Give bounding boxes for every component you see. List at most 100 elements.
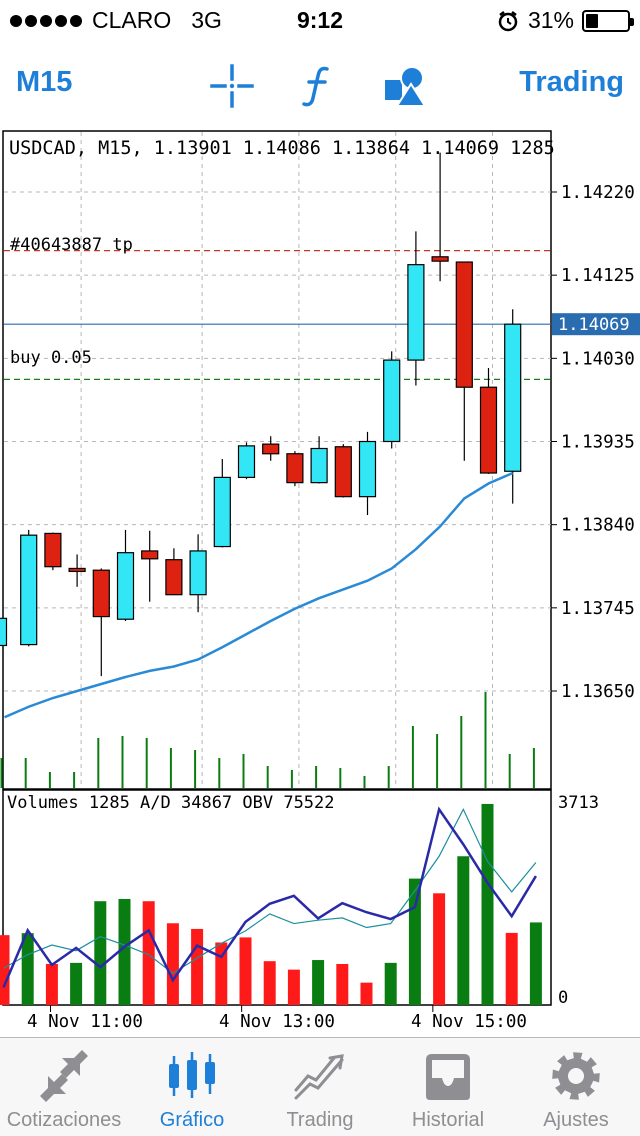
volume-bar [215, 942, 228, 1005]
trading-button[interactable]: Trading [519, 66, 624, 98]
volume-bar [287, 969, 300, 1005]
current-price-badge [552, 313, 640, 336]
tab-trading[interactable]: Trading [256, 1038, 384, 1136]
price-axis: 1.14220 1.14125 1.14030 1.13935 1.13840 1.137… [551, 183, 635, 702]
tab-label-grafico: Gráfico [159, 1109, 225, 1131]
status-bar: CLARO 3G 9:12 31% [0, 0, 640, 40]
objects-icon[interactable] [382, 62, 430, 110]
chart-area[interactable]: 1.14220 1.14125 1.14030 1.13935 1.13840 1.137… [0, 128, 640, 1034]
volume-max-label: 3713 [558, 793, 599, 813]
moving-average-line [4, 471, 514, 719]
status-left: CLARO 3G [10, 7, 222, 34]
price-tick-label: 1.14220 [561, 183, 635, 203]
price-chart[interactable]: 1.14220 1.14125 1.14030 1.13935 1.13840 1.137… [0, 128, 640, 1034]
tab-label-trading: Trading [286, 1109, 354, 1131]
main-chart-frame [2, 130, 552, 790]
candle-bull [504, 323, 522, 472]
tab-historial[interactable]: Historial [384, 1038, 512, 1136]
volume-bar [408, 878, 421, 1005]
candle-bull [0, 617, 8, 647]
volume-min-label: 0 [558, 988, 568, 1008]
battery-icon [582, 9, 634, 32]
price-tick-label: 1.13650 [561, 682, 635, 702]
buy-order-label: buy 0.05 [10, 348, 92, 368]
volume-bar [384, 962, 397, 1005]
price-tick-label: 1.14030 [561, 349, 635, 369]
candle-bull [358, 440, 377, 498]
volume-bars-group [0, 803, 542, 1005]
candle-bear [141, 550, 159, 560]
candle-bull [116, 552, 135, 620]
function-icon[interactable] [294, 62, 342, 110]
volume-bar [505, 932, 518, 1005]
candle-bull [383, 359, 401, 443]
candle-bear [455, 261, 473, 388]
candle-bear [334, 446, 352, 498]
volume-chart-frame [2, 789, 552, 1006]
indicator-lines [4, 471, 514, 719]
signal-strength-icon [10, 14, 82, 27]
inbox-tray-icon [426, 1054, 470, 1100]
volume-bar [70, 962, 83, 1005]
timeframe-button[interactable]: M15 [16, 66, 73, 98]
carrier-name: CLARO [92, 7, 172, 33]
volume-bar [45, 963, 58, 1005]
candle-bull [310, 447, 328, 484]
candle-bull [189, 550, 207, 596]
candle-bear [431, 256, 449, 262]
chart-toolbar: M15 Trading [0, 44, 640, 128]
chart-header: USDCAD, M15, 1.13901 1.14086 1.13864 1.1… [9, 138, 555, 159]
volume-bar [529, 922, 542, 1005]
volume-bar [433, 893, 446, 1005]
volume-bar [336, 963, 349, 1005]
gear-icon [552, 1052, 600, 1100]
crosshair-icon[interactable] [208, 62, 256, 110]
volume-bar [142, 901, 155, 1005]
candle-bear [165, 559, 183, 596]
current-price-label: 1.14069 [558, 315, 630, 335]
candle-bull [213, 476, 231, 548]
time-label-2: 4 Nov 13:00 [219, 1012, 335, 1032]
candles-icon [169, 1052, 215, 1098]
tab-label-cotizaciones: Cotizaciones [6, 1109, 122, 1131]
obv-line [3, 807, 537, 975]
tp-order-label: #40643887 tp [10, 235, 133, 255]
candles-group [0, 152, 535, 788]
status-right: 31% [496, 7, 634, 34]
volume-bar [166, 923, 179, 1005]
alarm-clock-icon [498, 10, 518, 31]
tab-grafico[interactable]: Gráfico [128, 1038, 256, 1136]
tab-ajustes[interactable]: Ajustes [512, 1038, 640, 1136]
volume-bar [21, 933, 34, 1005]
tab-label-historial: Historial [411, 1109, 485, 1131]
price-tick-label: 1.13840 [561, 516, 635, 536]
network-type: 3G [191, 7, 222, 33]
volume-bar [191, 928, 204, 1005]
time-label-1: 4 Nov 11:00 [27, 1012, 143, 1032]
volume-bar [360, 982, 373, 1005]
tab-bar: Cotizaciones Gráfico [0, 1037, 640, 1136]
time-label-3: 4 Nov 15:00 [411, 1012, 527, 1032]
quotes-arrows-icon [40, 1050, 88, 1102]
volume-bar [0, 935, 10, 1005]
candle-bear [44, 532, 62, 568]
candle-bull [407, 264, 425, 361]
volume-bar [312, 960, 325, 1005]
price-tick-label: 1.14125 [561, 266, 635, 286]
candle-bear [479, 386, 498, 474]
ad-line [2, 806, 537, 988]
volume-bar [481, 803, 494, 1005]
candle-bear [68, 567, 86, 573]
volume-bar [94, 901, 107, 1005]
volume-bar [457, 856, 470, 1005]
candle-bull [237, 445, 256, 478]
tab-cotizaciones[interactable]: Cotizaciones [0, 1038, 128, 1136]
price-tick-label: 1.13935 [561, 433, 635, 453]
candle-bull [20, 534, 38, 646]
candle-bear [286, 453, 304, 484]
trend-line-icon [294, 1054, 344, 1100]
volume-bar [118, 898, 131, 1005]
volume-bar [263, 961, 276, 1005]
battery-percentage: 31% [527, 7, 574, 33]
